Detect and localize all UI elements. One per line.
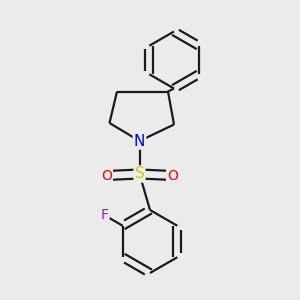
Text: O: O xyxy=(167,169,178,182)
Text: F: F xyxy=(100,208,109,222)
Text: N: N xyxy=(134,134,145,148)
Text: S: S xyxy=(135,167,144,182)
Text: O: O xyxy=(101,169,112,182)
